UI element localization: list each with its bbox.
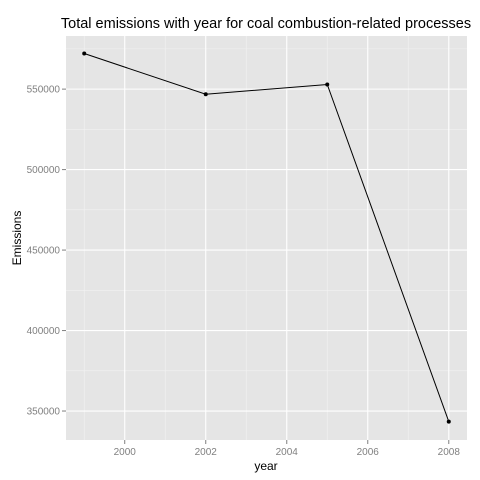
y-tick-label: 550000 bbox=[27, 85, 61, 96]
y-tick-label: 400000 bbox=[27, 326, 61, 337]
panel-background bbox=[66, 36, 467, 440]
x-tick-label: 2002 bbox=[195, 447, 218, 458]
series-layer bbox=[82, 51, 451, 424]
x-tick-label: 2000 bbox=[114, 447, 137, 458]
y-axis: 350000 400000 450000 500000 550000 bbox=[27, 85, 66, 418]
data-point bbox=[82, 51, 87, 56]
major-grid bbox=[66, 36, 467, 440]
x-tick-label: 2004 bbox=[276, 447, 299, 458]
x-tick-label: 2006 bbox=[357, 447, 380, 458]
data-point bbox=[203, 92, 208, 97]
data-point bbox=[325, 82, 330, 87]
y-tick-label: 500000 bbox=[27, 165, 61, 176]
x-tick-label: 2008 bbox=[438, 447, 461, 458]
x-axis-title: year bbox=[254, 459, 277, 473]
y-tick-label: 450000 bbox=[27, 246, 61, 257]
data-point bbox=[446, 419, 451, 424]
y-axis-title: Emissions bbox=[10, 211, 24, 266]
x-axis: 2000 2002 2004 2006 2008 bbox=[114, 440, 461, 458]
chart-title: Total emissions with year for coal combu… bbox=[61, 16, 471, 32]
series-line bbox=[84, 53, 450, 422]
y-tick-label: 350000 bbox=[27, 407, 61, 418]
minor-grid bbox=[66, 36, 467, 440]
